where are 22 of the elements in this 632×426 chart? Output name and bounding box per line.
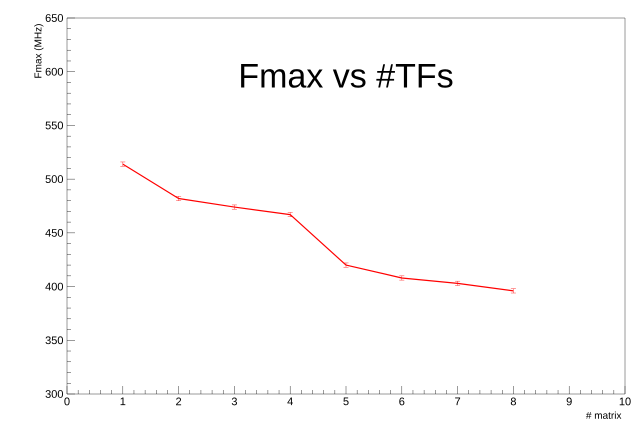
- x-axis-title: # matrix: [586, 412, 622, 419]
- y-tick-label: 500: [46, 175, 64, 184]
- x-tick-label: 1: [120, 398, 126, 406]
- x-tick-label: 2: [176, 398, 182, 406]
- x-tick-label: 9: [566, 398, 572, 406]
- x-tick-label: 8: [510, 398, 516, 406]
- x-tick-label: 3: [232, 398, 237, 406]
- y-tick-label: 450: [45, 228, 64, 237]
- text: Fmax vs #TFs: [241, 64, 452, 88]
- x-tick-label: 4: [287, 398, 293, 406]
- y-tick-label: 650: [46, 14, 64, 22]
- y-tick-label: 550: [46, 122, 64, 130]
- x-tick-label: 6: [399, 398, 404, 406]
- y-tick-label: 300: [46, 390, 64, 398]
- x-tick-label: 5: [343, 398, 349, 406]
- x-tick-label: 0: [64, 398, 70, 406]
- x-tick-label: 10: [620, 398, 631, 406]
- y-tick-label: 400: [45, 282, 64, 290]
- y-axis-title: Fmax (MHz): [34, 24, 44, 78]
- y-tick-label: 600: [46, 68, 64, 76]
- y-tick-label: 350: [46, 336, 64, 344]
- x-tick-label: 7: [455, 398, 460, 406]
